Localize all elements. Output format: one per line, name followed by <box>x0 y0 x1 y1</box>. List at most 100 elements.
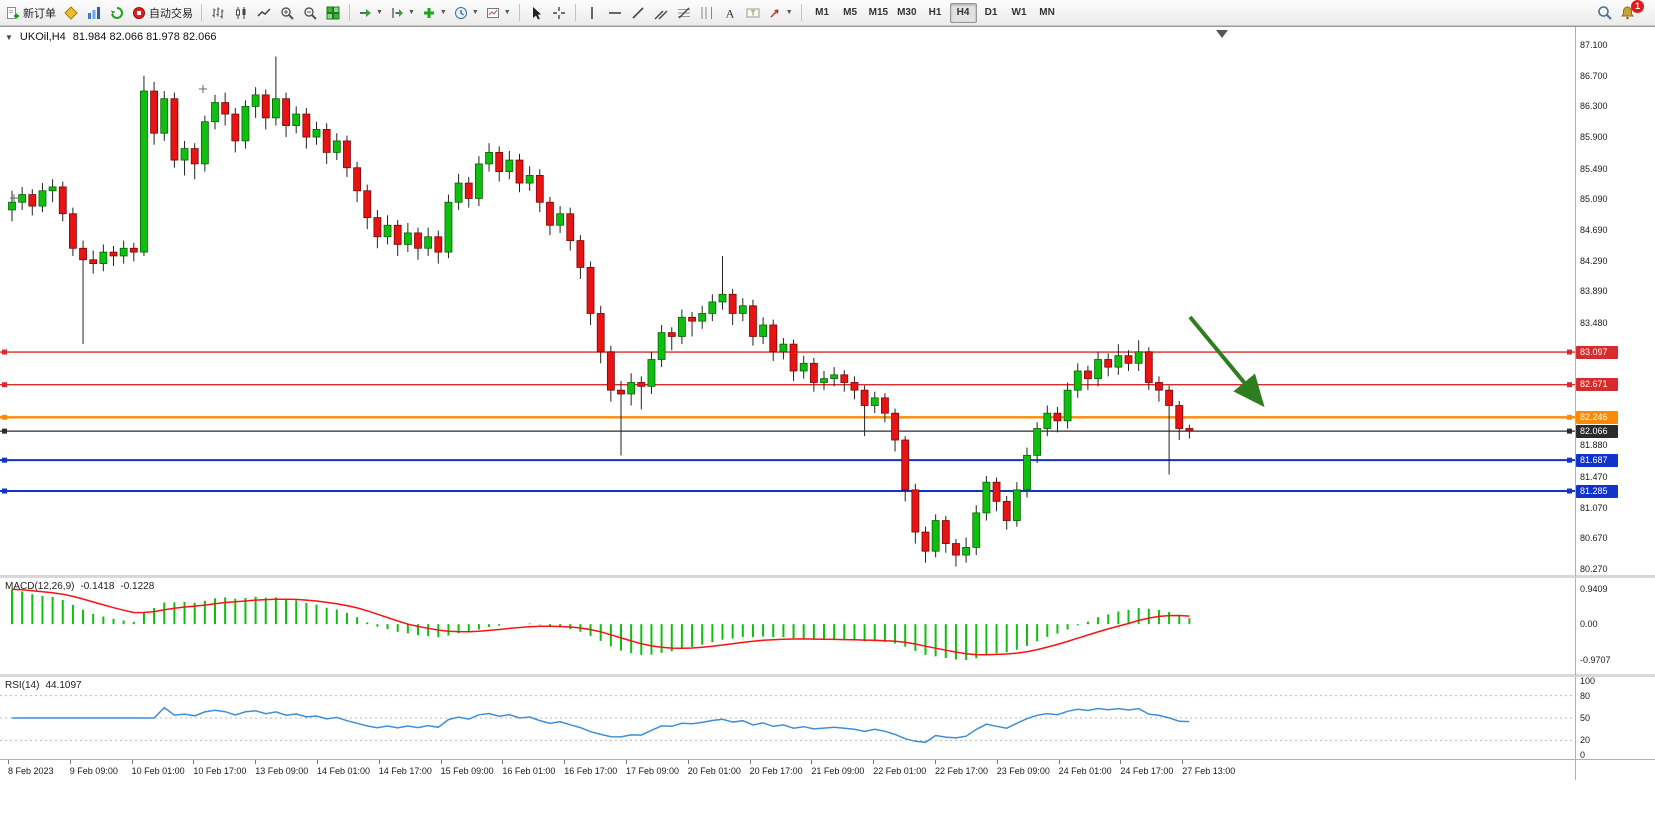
time-tick <box>378 760 380 764</box>
cycle-lines-icon <box>701 6 712 19</box>
rsi-canvas <box>0 695 1575 744</box>
zoom-out-button[interactable] <box>299 2 321 24</box>
price-tick: 81.070 <box>1580 502 1608 513</box>
navigator-button[interactable] <box>83 2 105 24</box>
line-price-badge: 82.671 <box>1576 378 1618 392</box>
hline-81.285[interactable] <box>0 488 1575 494</box>
cursor-button[interactable] <box>525 2 547 24</box>
main-chart-canvas[interactable] <box>0 27 1575 575</box>
auto-trading-button[interactable]: 自动交易 <box>129 2 196 24</box>
time-tick <box>626 760 627 764</box>
text-button[interactable]: A <box>719 2 741 24</box>
chart-symbol-label: UKOil,H4 <box>19 31 66 43</box>
fibonacci-button[interactable] <box>673 2 695 24</box>
timeframe-h4[interactable]: H4 <box>949 2 977 23</box>
price-tick: 86.300 <box>1580 101 1608 112</box>
chart-header: ▼ UKOil,H4 81.984 82.066 81.978 82.066 <box>5 31 217 43</box>
text-icon: A <box>725 6 734 20</box>
time-label: 27 Feb 13:00 <box>1182 766 1236 776</box>
main-chart-panel[interactable]: ▼ UKOil,H4 81.984 82.066 81.978 82.066 <box>0 27 1575 578</box>
crosshair-button[interactable] <box>548 2 570 24</box>
line-chart-button[interactable] <box>253 2 275 24</box>
svg-text:A: A <box>725 6 734 20</box>
cycle-lines-button[interactable] <box>696 2 718 24</box>
market-watch-icon <box>64 5 78 20</box>
time-tick <box>317 760 318 764</box>
timeframe-mn[interactable]: MN <box>1034 3 1061 23</box>
dropdown-caret: ▼ <box>471 9 479 16</box>
notifications-button[interactable]: 1 <box>1616 0 1644 24</box>
timeframe-m1[interactable]: M1 <box>809 3 836 23</box>
chart-shift-button[interactable]: ▼ <box>387 2 418 24</box>
rsi-tick: 20 <box>1580 735 1591 746</box>
macd-panel[interactable]: MACD(12,26,9) -0.1418 -0.1228 <box>0 578 1575 677</box>
price-tick: 87.100 <box>1580 40 1608 51</box>
price-tick: 85.900 <box>1580 132 1608 143</box>
auto-trading-label: 自动交易 <box>149 7 193 20</box>
chart-shift-marker[interactable] <box>1216 30 1228 38</box>
channel-button[interactable] <box>650 2 672 24</box>
bar-chart-button[interactable] <box>207 2 229 24</box>
add-indicator-button[interactable]: ▼ <box>419 2 450 24</box>
zoom-in-button[interactable] <box>276 2 298 24</box>
macd-axis: 0.9409 0.00 -0.9707 <box>1575 578 1655 677</box>
rsi-panel[interactable]: RSI(14) 44.1097 <box>0 677 1575 760</box>
period-button[interactable]: ▼ <box>451 2 482 24</box>
one-click-trading-toggle[interactable]: ▼ <box>5 32 13 42</box>
time-tick <box>749 760 751 764</box>
new-order-label: 新订单 <box>23 7 56 20</box>
time-axis[interactable]: 8 Feb 2023 9 Feb 09:00 10 Feb 01:00 10 Feb … <box>0 760 1575 780</box>
timeframe-m5[interactable]: M5 <box>837 3 864 23</box>
arrows-button[interactable]: ▼ <box>765 2 796 24</box>
time-label: 24 Feb 01:00 <box>1058 766 1112 776</box>
clock-icon <box>454 6 467 19</box>
rsi-params: RSI(14) <box>5 680 40 691</box>
macd-canvas <box>11 588 1191 660</box>
new-order-icon <box>7 6 19 19</box>
separator <box>574 4 576 21</box>
arrow-object-icon <box>770 8 779 17</box>
zoom-out-icon <box>304 6 317 20</box>
hline-83.097[interactable] <box>0 349 1575 355</box>
trendline-icon <box>632 6 644 19</box>
toolbar: 新订单 自动交易 ▼ ▼ ▼ ▼ ▼ A T ▼ M1 M5 M15 M30 H… <box>0 0 1655 26</box>
label-button[interactable]: T <box>742 2 764 24</box>
hline-82.246[interactable] <box>0 414 1575 420</box>
horizontal-line-button[interactable] <box>604 2 626 24</box>
template-button[interactable]: ▼ <box>483 2 514 24</box>
price-tick: 83.480 <box>1580 317 1608 328</box>
timeframe-m15[interactable]: M15 <box>865 3 892 23</box>
timeframe-m30[interactable]: M30 <box>893 3 920 23</box>
time-label: 22 Feb 17:00 <box>935 766 989 776</box>
cursor-icon <box>532 6 541 19</box>
new-order-button[interactable]: 新订单 <box>3 2 59 24</box>
time-label: 16 Feb 17:00 <box>564 766 618 776</box>
time-label: 17 Feb 09:00 <box>626 766 680 776</box>
search-button[interactable] <box>1593 2 1615 24</box>
price-axis[interactable]: 87.100 86.700 86.300 85.900 85.490 85.090 84.6… <box>1575 27 1655 578</box>
vertical-line-button[interactable] <box>581 2 603 24</box>
line-price-badge: 81.687 <box>1576 453 1618 467</box>
line-chart-icon <box>257 7 271 17</box>
time-label: 9 Feb 09:00 <box>69 766 118 776</box>
terminal-button[interactable] <box>106 2 128 24</box>
template-icon <box>486 7 499 18</box>
time-tick <box>440 760 442 764</box>
candlesticks <box>8 56 1194 567</box>
tile-windows-button[interactable] <box>322 2 344 24</box>
timeframe-w1[interactable]: W1 <box>1006 3 1033 23</box>
green-plus-icon <box>423 7 434 18</box>
timeframe-h1[interactable]: H1 <box>922 3 949 23</box>
dropdown-caret: ▼ <box>376 9 383 16</box>
hline-81.687[interactable] <box>0 457 1575 463</box>
timeframe-d1[interactable]: D1 <box>978 3 1005 23</box>
auto-scroll-button[interactable]: ▼ <box>355 2 386 24</box>
hline-82.066[interactable] <box>0 428 1575 434</box>
market-watch-button[interactable] <box>60 2 82 24</box>
candlestick-chart-button[interactable] <box>230 2 252 24</box>
time-tick <box>255 760 257 764</box>
trendline-button[interactable] <box>627 2 649 24</box>
trend-arrow-annotation[interactable] <box>1188 315 1265 408</box>
hline-82.671[interactable] <box>0 382 1575 388</box>
time-tick <box>193 760 195 764</box>
